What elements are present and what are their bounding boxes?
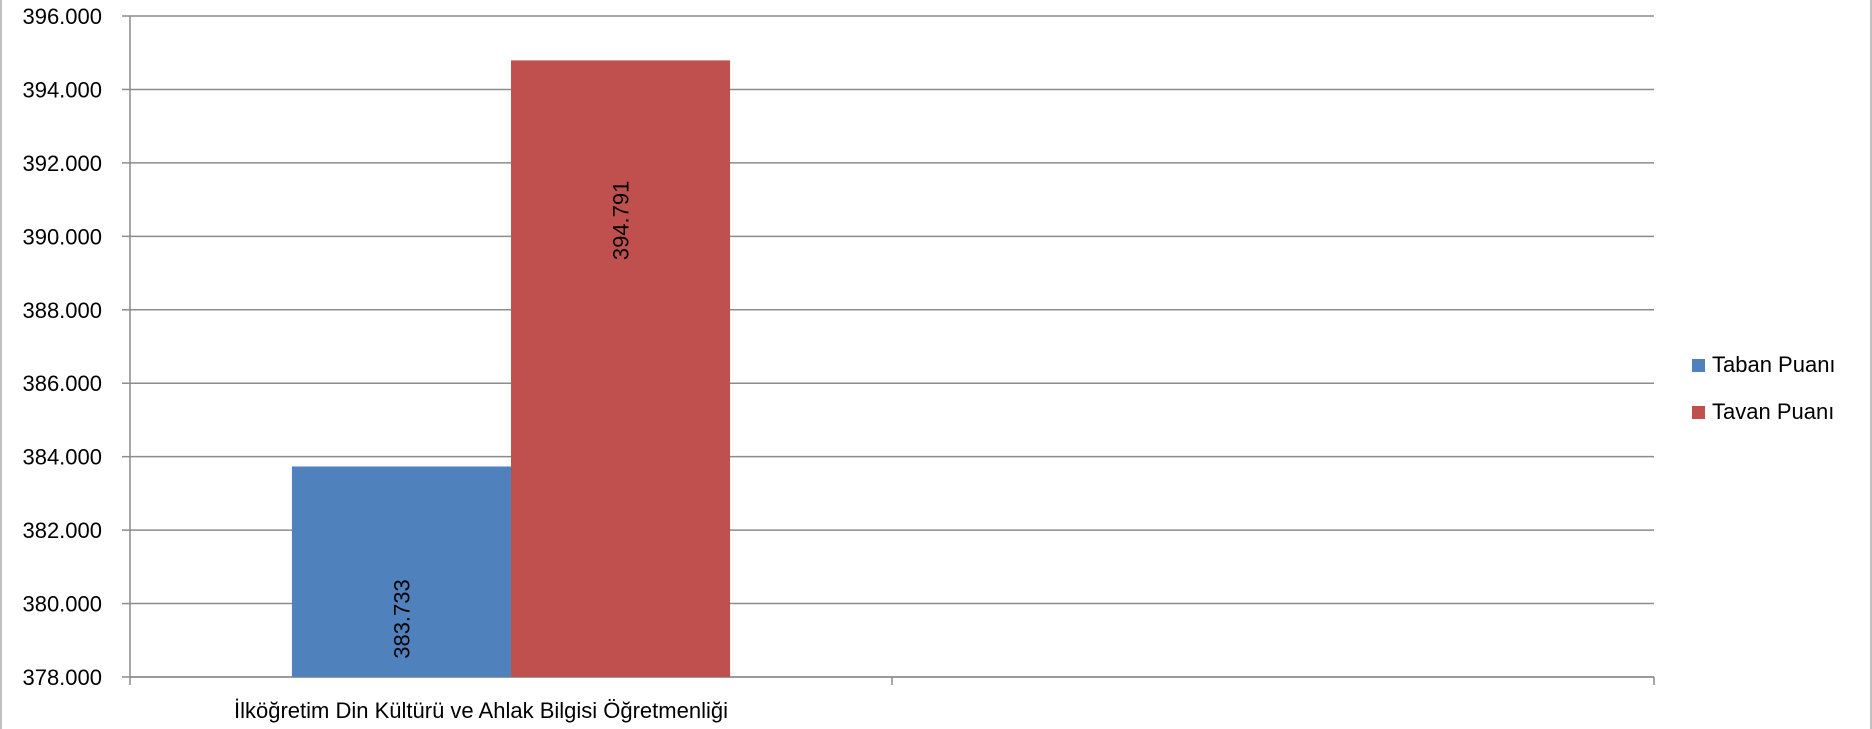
y-tick-label-4: 386.000: [22, 371, 102, 396]
legend-item-taban: Taban Puanı: [1692, 348, 1836, 382]
y-tick-label-0: 378.000: [22, 665, 102, 690]
bar-tavan-puan-0: [511, 60, 731, 678]
y-tick-label-8: 394.000: [22, 77, 102, 102]
bar-taban-puan-0: [291, 466, 511, 677]
legend-swatch-taban: [1692, 358, 1705, 372]
legend-swatch-tavan: [1692, 405, 1705, 419]
y-tick-label-3: 384.000: [22, 445, 102, 470]
legend-label-tavan: Tavan Puanı: [1712, 399, 1835, 424]
legend-label-taban: Taban Puanı: [1712, 352, 1836, 377]
data-label-0-0: 383.733: [389, 579, 414, 659]
data-label-1-0: 394.791: [609, 181, 634, 261]
legend-item-tavan: Tavan Puanı: [1692, 395, 1836, 429]
y-tick-label-1: 380.000: [22, 592, 102, 617]
y-tick-label-5: 388.000: [22, 298, 102, 323]
x-category-label-0: İlköğretim Din Kültürü ve Ahlak Bilgisi …: [234, 698, 728, 723]
y-tick-label-9: 396.000: [22, 4, 102, 29]
legend: Taban Puanı Tavan Puanı: [1692, 348, 1836, 442]
y-tick-label-2: 382.000: [22, 518, 102, 543]
y-tick-label-7: 392.000: [22, 151, 102, 176]
y-tick-label-6: 390.000: [22, 224, 102, 249]
